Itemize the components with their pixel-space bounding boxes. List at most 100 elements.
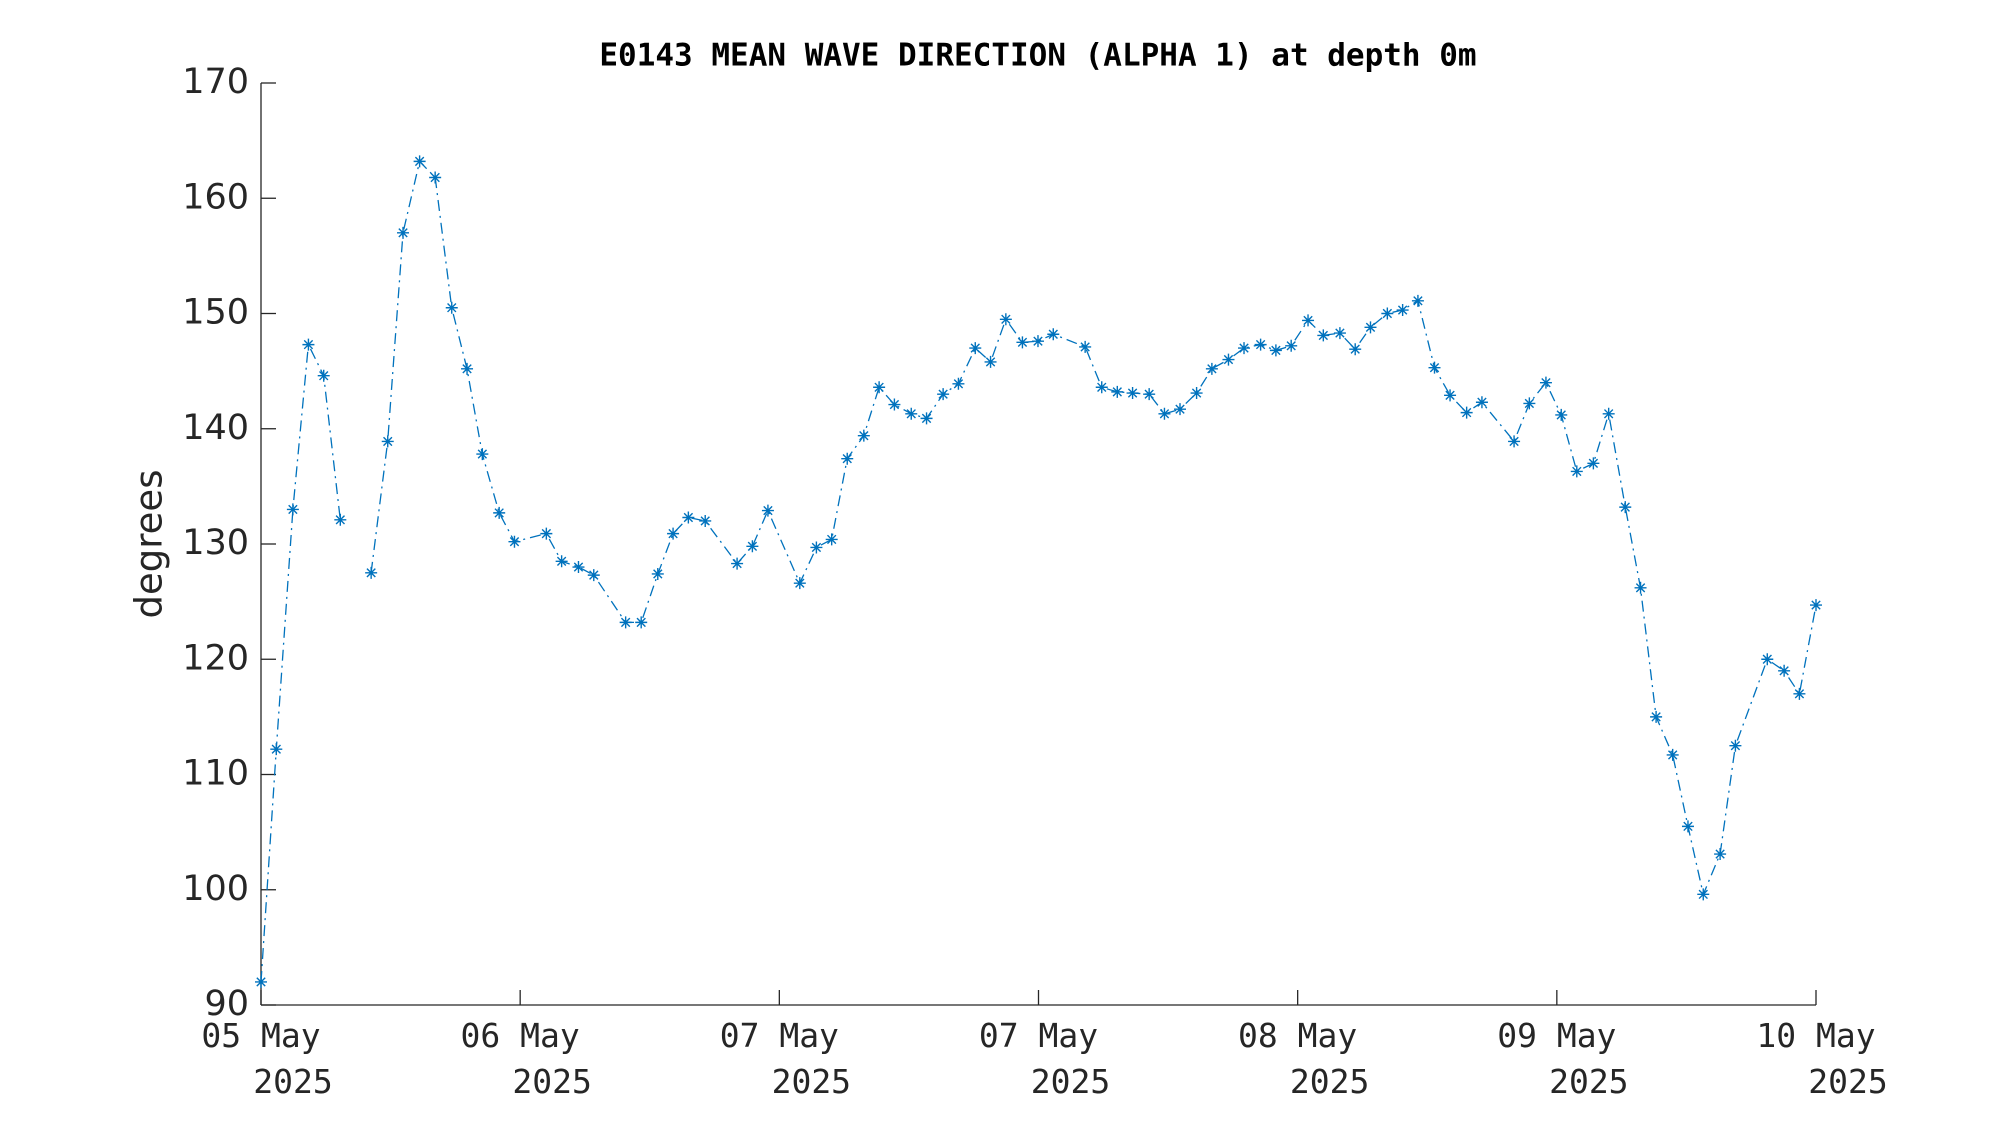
- data-point: [397, 226, 410, 239]
- data-point: [1508, 435, 1521, 448]
- data-point: [1205, 362, 1218, 375]
- data-point: [1349, 343, 1362, 356]
- data-point: [952, 377, 965, 390]
- data-point: [1254, 338, 1267, 351]
- y-tick-label: 110: [182, 754, 249, 794]
- data-point: [1302, 314, 1315, 327]
- data-point: [476, 448, 489, 461]
- data-point: [445, 301, 458, 314]
- data-point: [1174, 403, 1187, 416]
- data-point: [286, 503, 299, 516]
- data-point: [1031, 335, 1044, 348]
- y-tick-label: 130: [182, 523, 249, 563]
- data-point: [651, 567, 664, 580]
- data-point: [1285, 339, 1298, 352]
- data-point: [667, 527, 680, 540]
- data-point: [1444, 389, 1457, 402]
- data-point: [540, 527, 553, 540]
- data-point: [1634, 581, 1647, 594]
- data-point: [841, 452, 854, 465]
- data-point: [270, 743, 283, 756]
- data-point: [1047, 328, 1060, 341]
- data-point: [635, 616, 648, 629]
- data-point: [1778, 664, 1791, 677]
- data-point: [1729, 739, 1742, 752]
- data-point: [317, 369, 330, 382]
- data-point: [810, 541, 823, 554]
- data-point: [493, 506, 506, 519]
- data-point: [1126, 387, 1139, 400]
- y-tick-label: 140: [182, 408, 249, 448]
- y-tick-label: 170: [182, 62, 249, 102]
- x-tick-label: 09 May 2025: [1497, 1016, 1628, 1101]
- data-point: [969, 342, 982, 355]
- data-point: [1681, 820, 1694, 833]
- data-point: [587, 569, 600, 582]
- data-point: [1158, 407, 1171, 420]
- data-point: [1016, 336, 1029, 349]
- data-point: [746, 540, 759, 553]
- x-tick-label: 08 May 2025: [1238, 1016, 1369, 1101]
- data-point: [1317, 329, 1330, 342]
- data-point: [1570, 465, 1583, 478]
- data-point: [413, 155, 426, 168]
- data-point: [825, 533, 838, 546]
- data-point: [381, 435, 394, 448]
- data-point: [1411, 294, 1424, 307]
- data-point: [255, 975, 267, 988]
- data-point: [1714, 848, 1727, 861]
- y-tick-label: 90: [204, 984, 249, 1024]
- data-point: [999, 313, 1012, 326]
- data-point: [619, 616, 632, 629]
- chart-title: E0143 MEAN WAVE DIRECTION (ALPHA 1) at d…: [599, 38, 1476, 74]
- data-point: [1381, 307, 1394, 320]
- data-point: [1222, 353, 1235, 366]
- x-tick-label: 07 May 2025: [979, 1016, 1110, 1101]
- data-point: [1602, 407, 1615, 420]
- y-tick-label: 120: [182, 638, 249, 678]
- data-point: [984, 355, 997, 368]
- data-point: [1079, 340, 1092, 353]
- data-point: [1396, 304, 1409, 317]
- data-point: [508, 535, 521, 548]
- data-point: [1810, 599, 1822, 612]
- data-point: [1523, 397, 1536, 410]
- data-point: [1333, 327, 1346, 340]
- data-point: [365, 566, 378, 579]
- x-tick-label: 06 May 2025: [461, 1016, 592, 1101]
- data-point: [1555, 408, 1568, 421]
- data-point: [1666, 748, 1679, 761]
- data-point: [1269, 344, 1282, 357]
- data-point: [461, 362, 474, 375]
- data-point: [429, 171, 442, 184]
- data-point: [334, 513, 347, 526]
- data-point: [857, 429, 870, 442]
- x-tick-label: 05 May 2025: [201, 1016, 332, 1101]
- data-point: [888, 398, 901, 411]
- data-point: [699, 514, 712, 527]
- data-point: [905, 407, 918, 420]
- data-point: [1143, 388, 1156, 401]
- data-line: [260, 160, 1817, 983]
- data-point: [1190, 387, 1203, 400]
- data-point: [1539, 376, 1552, 389]
- data-point: [1697, 888, 1710, 901]
- y-tick-label: 160: [182, 177, 249, 217]
- data-point: [920, 412, 933, 425]
- y-tick-label: 100: [182, 869, 249, 909]
- data-point: [1460, 406, 1473, 419]
- data-point: [1111, 385, 1124, 398]
- data-point: [761, 504, 774, 517]
- data-point: [731, 557, 744, 570]
- data-point: [682, 511, 695, 524]
- data-point: [1475, 396, 1488, 409]
- data-point: [1587, 457, 1600, 470]
- y-axis-label: degrees: [128, 470, 171, 619]
- data-point: [555, 555, 568, 568]
- data-point: [1364, 321, 1377, 334]
- data-point: [572, 561, 585, 574]
- data-point: [873, 381, 886, 394]
- data-point: [1650, 710, 1663, 723]
- data-point: [937, 388, 950, 401]
- data-point: [1428, 361, 1441, 374]
